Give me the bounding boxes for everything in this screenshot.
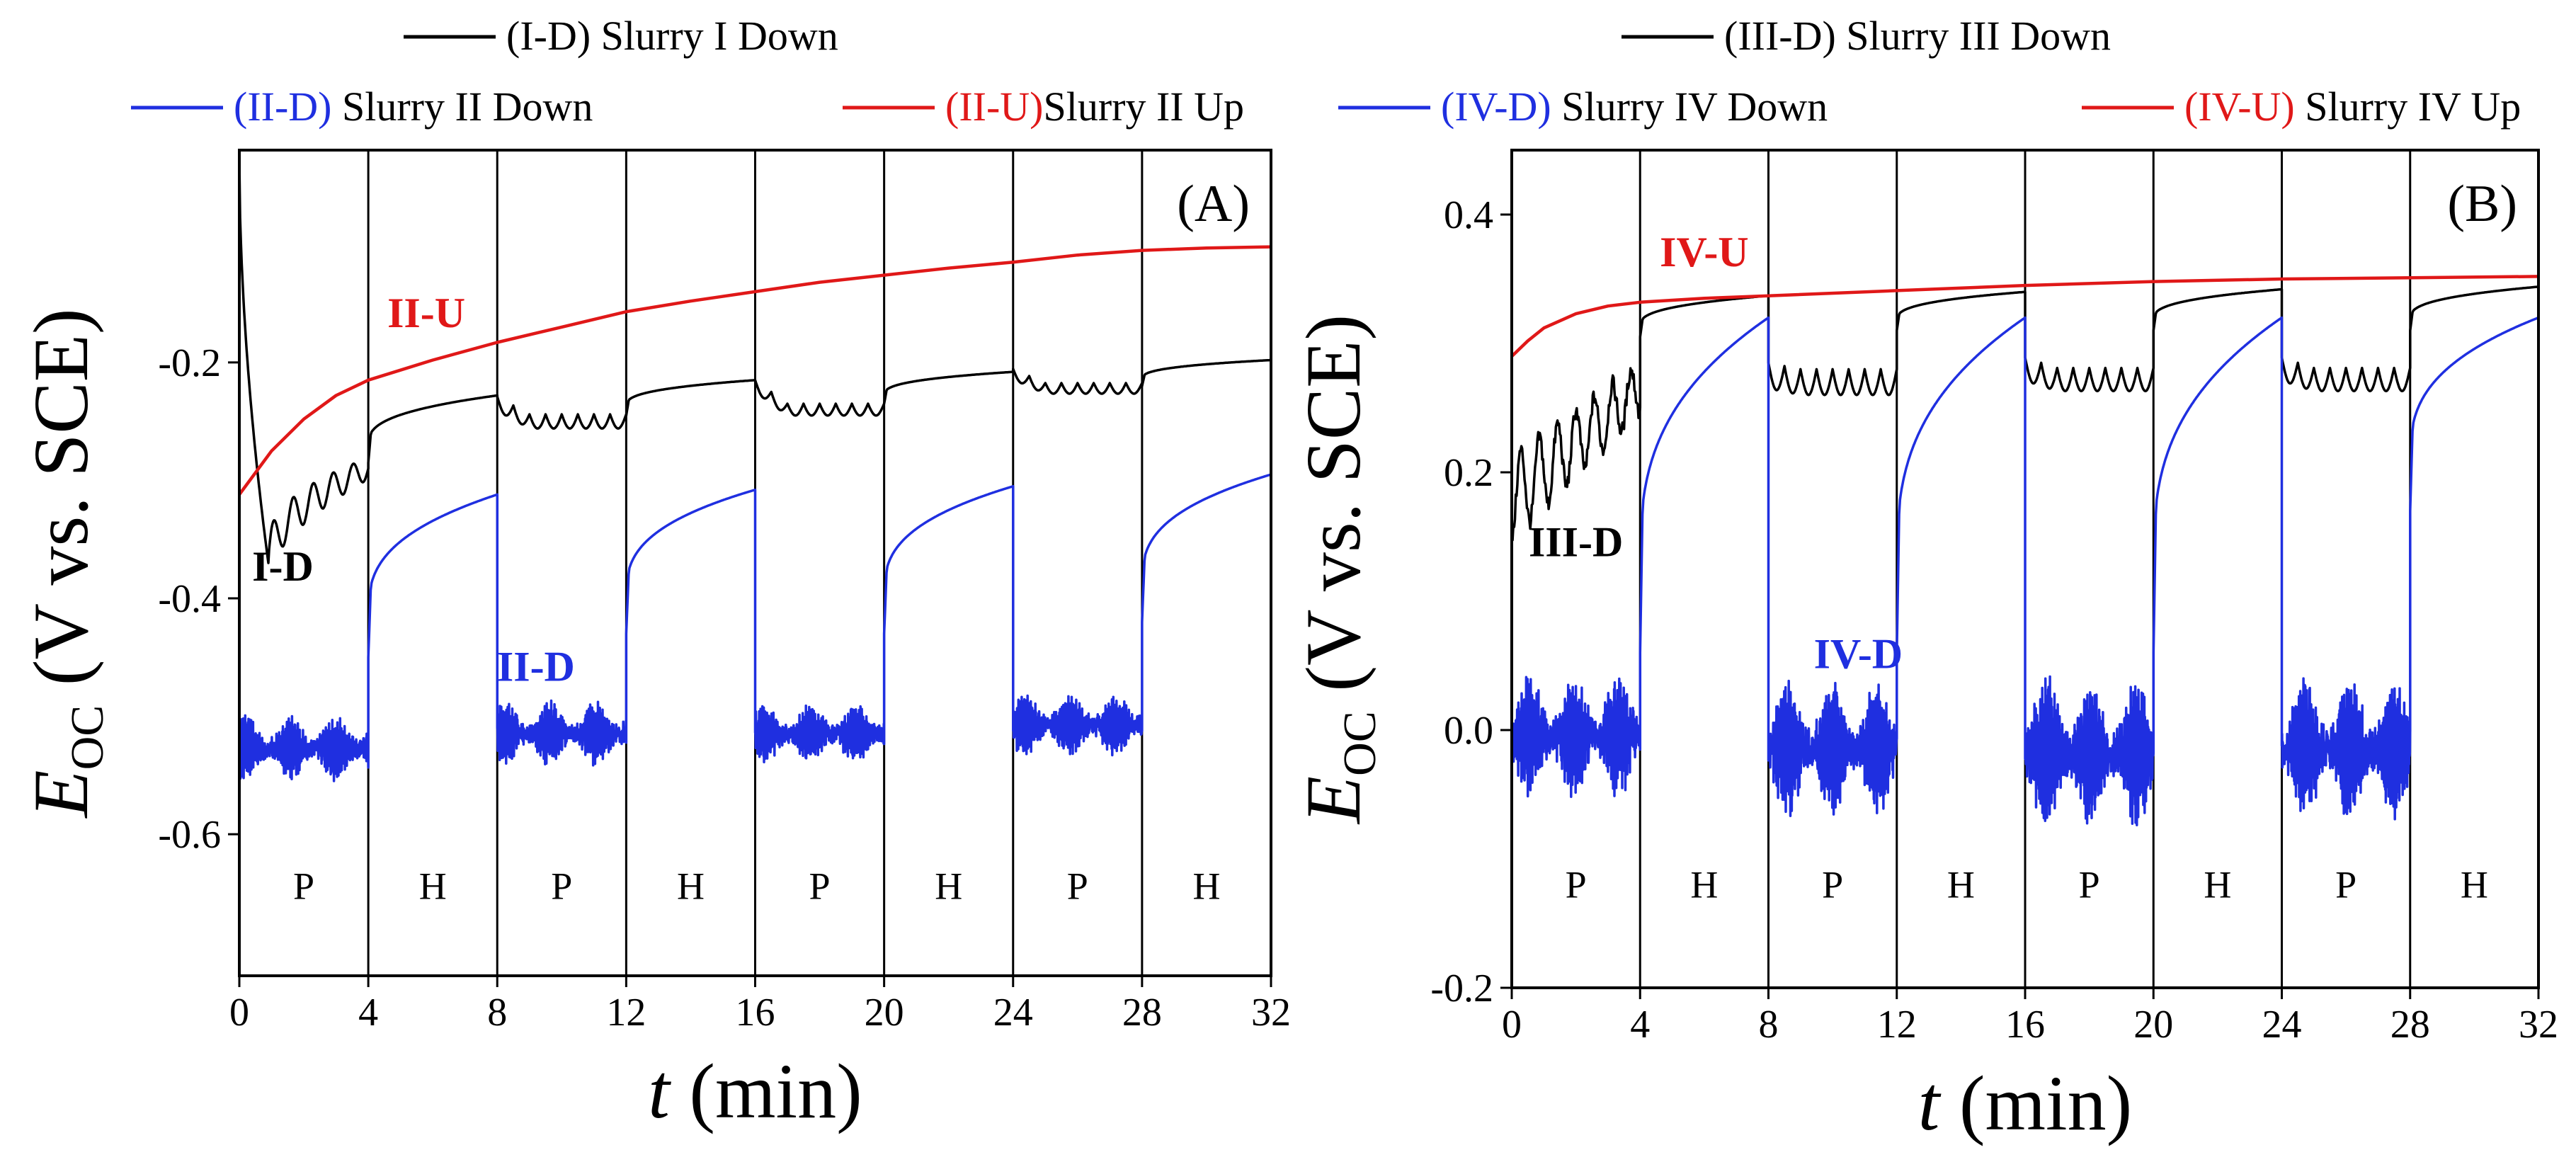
y-axis-unit: (V vs. SCE): [18, 308, 104, 705]
region-label: P: [1822, 864, 1843, 906]
x-axis-unit: (min): [1939, 1060, 2132, 1146]
x-tick-label: 20: [2133, 1003, 2173, 1047]
y-axis-subscript: OC: [1334, 711, 1386, 776]
y-axis-title: EOC (V vs. SCE): [18, 308, 113, 819]
x-axis-title: t (min): [648, 1048, 862, 1134]
series-label-iv-d: IV-D: [1814, 631, 1903, 678]
x-tick-label: 20: [865, 991, 904, 1035]
y-tick-label: 0.0: [1444, 709, 1493, 753]
panel-label: (B): [2447, 175, 2517, 233]
x-tick-label: 12: [606, 991, 646, 1035]
x-tick-label: 32: [1251, 991, 1291, 1035]
y-axis-variable: E: [1290, 776, 1377, 825]
legend-entry: (I-D) Slurry I Down: [506, 13, 838, 59]
region-label: P: [551, 865, 572, 908]
legend-text: Slurry II Up: [1043, 84, 1244, 130]
region-label: P: [1566, 864, 1587, 906]
chart-panel-b: P H P H P H P H III-D IV-D IV-U 0 4 8 12 16 20 24 28 32 0.4 0…: [1290, 13, 2558, 1146]
legend-code: (IV-D): [1441, 84, 1551, 130]
y-tick-label: -0.2: [1430, 967, 1493, 1010]
region-label: H: [1690, 864, 1718, 906]
region-label: P: [1067, 865, 1088, 908]
y-tick-label: -0.6: [158, 813, 221, 857]
region-label: H: [1947, 864, 1975, 906]
legend-entry: (IV-U) Slurry IV Up: [2184, 84, 2521, 130]
series-line-ii-d: [239, 473, 1271, 782]
x-tick-label: 24: [993, 991, 1033, 1035]
region-label: H: [2204, 864, 2231, 906]
legend-text: (III-D) Slurry III Down: [1724, 13, 2111, 59]
series-label-iv-u: IV-U: [1660, 229, 1749, 275]
series-label-ii-d: II-D: [497, 644, 575, 690]
series-line-i-d: [239, 161, 1271, 564]
legend-entry: (II-U)Slurry II Up: [945, 84, 1244, 130]
x-axis-variable: t: [648, 1048, 671, 1134]
x-axis-variable: t: [1918, 1060, 1942, 1146]
y-tick-label: 0.4: [1444, 193, 1493, 237]
x-tick-label: 28: [1122, 991, 1162, 1035]
x-tick-label: 16: [2005, 1003, 2045, 1047]
x-tick-label: 0: [1502, 1003, 1522, 1047]
legend-entry: (II-D) Slurry II Down: [234, 84, 593, 130]
region-label: H: [1192, 865, 1220, 908]
series-line-iv-u: [1512, 275, 2538, 358]
x-tick-label: 24: [2262, 1003, 2302, 1047]
legend-code: (IV-U): [2184, 84, 2295, 130]
legend-text: (I-D) Slurry I Down: [506, 13, 838, 59]
series-line-iv-d: [1512, 316, 2538, 827]
region-label: H: [2461, 864, 2488, 906]
x-tick-label: 4: [1630, 1003, 1650, 1047]
x-axis-title: t (min): [1918, 1060, 2132, 1146]
region-label: P: [2079, 864, 2100, 906]
y-tick-label: 0.2: [1444, 451, 1493, 495]
chart-panel-a: P H P H P H P H I-D II-D II-U 0 4 8 12 16 20 24 28 32 -0.2 -0…: [18, 13, 1291, 1134]
legend-code: (II-D): [234, 84, 331, 130]
y-axis-unit: (V vs. SCE): [1290, 314, 1377, 711]
x-tick-label: 8: [487, 991, 507, 1035]
y-axis-subscript: OC: [62, 705, 113, 770]
x-tick-label: 8: [1759, 1003, 1779, 1047]
series-label-i-d: I-D: [252, 543, 314, 590]
legend-entry: (IV-D) Slurry IV Down: [1441, 84, 1828, 130]
y-axis-title: EOC (V vs. SCE): [1290, 314, 1386, 825]
region-label: P: [809, 865, 831, 908]
panel-label: (A): [1177, 175, 1250, 233]
x-tick-label: 0: [229, 991, 249, 1035]
legend-text: Slurry IV Down: [1551, 84, 1828, 130]
series-line-ii-u: [239, 245, 1271, 496]
region-label: P: [2335, 864, 2356, 906]
x-tick-label: 4: [358, 991, 378, 1035]
x-tick-label: 12: [1877, 1003, 1917, 1047]
series-label-iii-d: III-D: [1529, 518, 1623, 565]
legend-entry: (III-D) Slurry III Down: [1724, 13, 2111, 59]
y-tick-label: -0.4: [158, 577, 221, 621]
x-tick-label: 32: [2519, 1003, 2558, 1047]
x-tick-label: 28: [2390, 1003, 2430, 1047]
region-label: H: [419, 865, 447, 908]
x-axis-unit: (min): [670, 1048, 862, 1134]
x-tick-label: 16: [736, 991, 775, 1035]
legend-text: Slurry IV Up: [2295, 84, 2521, 130]
region-label: H: [935, 865, 962, 908]
y-axis-variable: E: [18, 770, 104, 819]
region-label: H: [677, 865, 705, 908]
y-tick-label: -0.2: [158, 341, 221, 385]
series-label-ii-u: II-U: [387, 290, 465, 336]
legend-text: Slurry II Down: [331, 84, 593, 130]
legend-code: (II-U): [945, 84, 1043, 130]
region-label: P: [293, 865, 314, 908]
